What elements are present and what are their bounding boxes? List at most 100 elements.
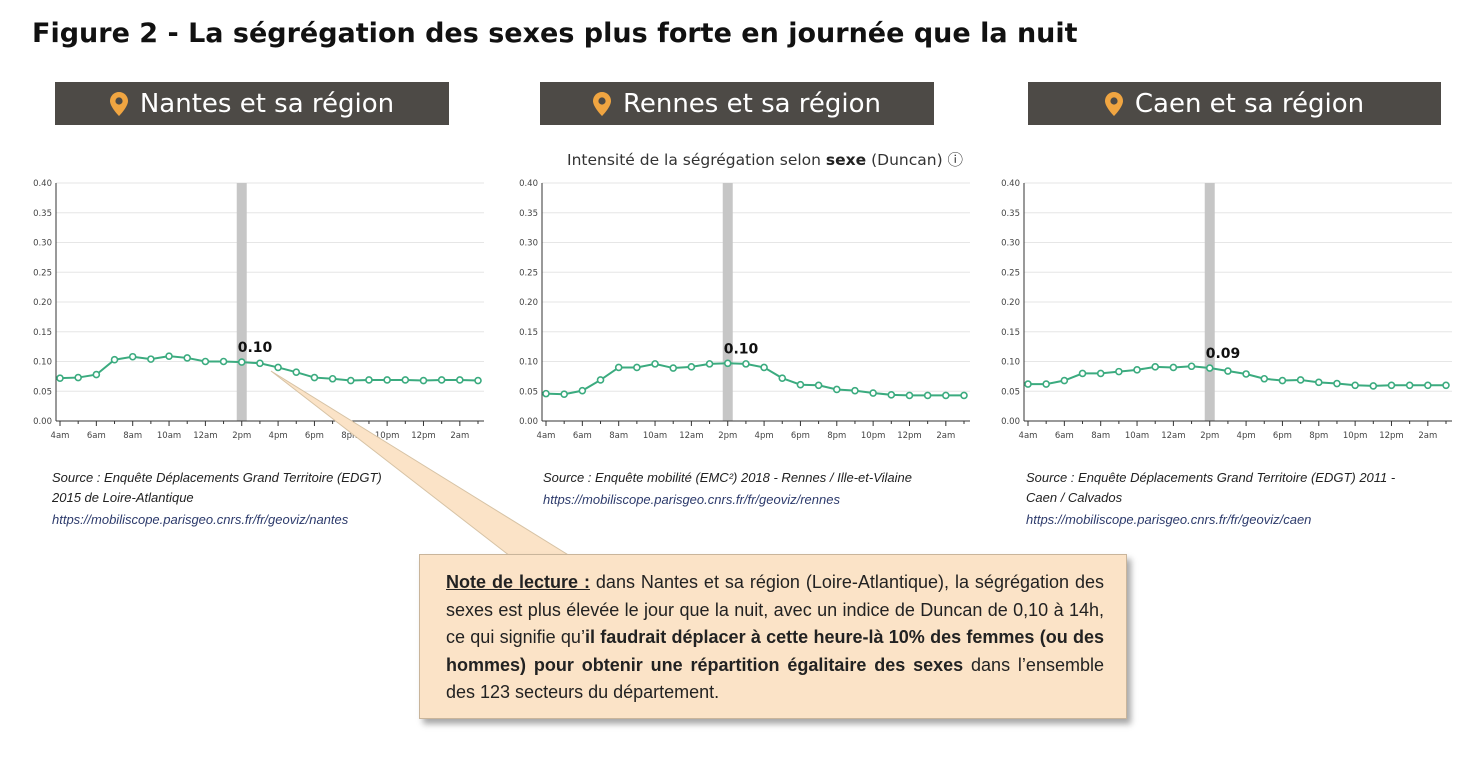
data-point[interactable] xyxy=(1205,364,1214,372)
source-text: Source : Enquête Déplacements Grand Terr… xyxy=(52,470,382,505)
data-point[interactable] xyxy=(742,360,750,368)
line-chart: 0.00 0.05 0.10 0.15 0.20 0.25 0.30 0.35 0.40 4am 6… xyxy=(1001,179,1452,441)
source-link[interactable]: https://mobiliscope.parisgeo.cnrs.fr/fr/… xyxy=(543,492,840,507)
data-point[interactable] xyxy=(869,389,877,397)
data-point[interactable] xyxy=(256,359,264,368)
data-point[interactable] xyxy=(274,363,282,372)
source-link[interactable]: https://mobiliscope.parisgeo.cnrs.fr/fr/… xyxy=(1026,512,1312,527)
data-point[interactable] xyxy=(56,374,64,382)
data-point[interactable] xyxy=(1060,376,1069,385)
data-point[interactable] xyxy=(1351,381,1359,390)
data-point[interactable] xyxy=(1314,378,1323,387)
data-point[interactable] xyxy=(328,374,337,383)
y-tick-label: 0.40 xyxy=(519,179,538,189)
y-tick-label: 0.05 xyxy=(519,387,538,397)
y-tick-label: 0.30 xyxy=(1001,239,1020,249)
data-point[interactable] xyxy=(474,376,482,385)
data-point[interactable] xyxy=(419,376,428,385)
data-point[interactable] xyxy=(960,391,968,400)
data-point[interactable] xyxy=(796,380,805,389)
data-point[interactable] xyxy=(942,391,950,400)
x-tick-label: 4am xyxy=(1019,431,1038,441)
data-point[interactable] xyxy=(1042,380,1050,388)
data-point[interactable] xyxy=(687,363,696,371)
data-point[interactable] xyxy=(365,376,373,384)
data-point[interactable] xyxy=(110,355,119,364)
data-point[interactable] xyxy=(760,363,768,372)
data-point[interactable] xyxy=(1442,381,1450,390)
data-point[interactable] xyxy=(851,386,859,395)
data-point[interactable] xyxy=(778,374,787,382)
data-point[interactable] xyxy=(1133,366,1141,374)
data-point[interactable] xyxy=(165,352,173,360)
source-link[interactable]: https://mobiliscope.parisgeo.cnrs.fr/fr/… xyxy=(52,512,349,527)
data-point[interactable] xyxy=(310,373,319,382)
x-tick-label: 10pm xyxy=(1343,431,1368,441)
data-point[interactable] xyxy=(383,376,391,384)
data-point[interactable] xyxy=(219,357,228,366)
data-point[interactable] xyxy=(1369,382,1378,390)
data-point[interactable] xyxy=(346,376,355,385)
data-point[interactable] xyxy=(1078,369,1087,378)
data-point[interactable] xyxy=(887,391,896,399)
data-point[interactable] xyxy=(201,357,210,366)
data-point[interactable] xyxy=(147,355,155,363)
highlight-value-label: 0.09 xyxy=(1206,346,1241,362)
y-tick-label: 0.00 xyxy=(1001,417,1020,427)
data-point[interactable] xyxy=(1333,379,1341,388)
data-point[interactable] xyxy=(832,385,841,394)
data-point[interactable] xyxy=(560,390,568,399)
x-tick-label: 6pm xyxy=(791,431,810,441)
data-point[interactable] xyxy=(614,363,623,372)
data-point[interactable] xyxy=(401,376,410,384)
data-point[interactable] xyxy=(923,391,932,400)
data-point[interactable] xyxy=(633,363,641,372)
data-point[interactable] xyxy=(183,354,192,362)
data-point[interactable] xyxy=(456,376,464,384)
x-tick-label: 12am xyxy=(679,431,703,441)
data-point[interactable] xyxy=(74,373,82,382)
data-point[interactable] xyxy=(437,376,446,384)
data-point[interactable] xyxy=(1405,381,1414,390)
x-tick-label: 2pm xyxy=(232,431,251,441)
data-point[interactable] xyxy=(1260,374,1269,383)
data-point[interactable] xyxy=(1296,376,1305,384)
data-point[interactable] xyxy=(723,359,732,368)
x-tick-label: 12am xyxy=(1161,431,1185,441)
chart-panel-nantes: Nantes et sa région 0.00 0.05 0.10 0.15 0.20… xyxy=(33,82,494,552)
x-tick-label: 4pm xyxy=(1237,431,1256,441)
y-tick-label: 0.20 xyxy=(1001,298,1020,308)
data-point[interactable] xyxy=(1187,362,1196,371)
series-line xyxy=(1028,365,1446,387)
data-point[interactable] xyxy=(596,376,605,384)
data-point[interactable] xyxy=(1424,381,1432,390)
x-tick-label: 6pm xyxy=(305,431,324,441)
data-point[interactable] xyxy=(1242,370,1250,378)
data-point[interactable] xyxy=(1169,363,1178,372)
data-point[interactable] xyxy=(128,352,137,361)
data-point[interactable] xyxy=(1096,369,1105,378)
data-point[interactable] xyxy=(1024,380,1032,388)
data-point[interactable] xyxy=(1224,367,1232,375)
data-point[interactable] xyxy=(651,360,659,368)
data-point[interactable] xyxy=(237,358,246,366)
x-tick-label: 8am xyxy=(609,431,628,441)
data-point[interactable] xyxy=(578,386,587,395)
data-point[interactable] xyxy=(1115,367,1123,376)
x-tick-label: 12pm xyxy=(1379,431,1404,441)
data-point[interactable] xyxy=(292,368,301,377)
data-point[interactable] xyxy=(905,391,914,400)
data-point[interactable] xyxy=(705,360,714,368)
region-title: Caen et sa région xyxy=(1134,88,1365,119)
data-point[interactable] xyxy=(814,381,823,390)
data-point[interactable] xyxy=(669,364,678,372)
source-text: Source : Enquête mobilité (EMC²) 2018 - … xyxy=(543,470,912,485)
data-point[interactable] xyxy=(92,370,101,379)
y-tick-label: 0.30 xyxy=(33,239,52,249)
data-point[interactable] xyxy=(542,389,550,398)
data-point[interactable] xyxy=(1387,381,1396,390)
data-point[interactable] xyxy=(1278,376,1287,385)
y-tick-label: 0.35 xyxy=(1001,209,1020,219)
data-point[interactable] xyxy=(1151,363,1160,371)
source-note: Source : Enquête Déplacements Grand Terr… xyxy=(1026,468,1426,530)
